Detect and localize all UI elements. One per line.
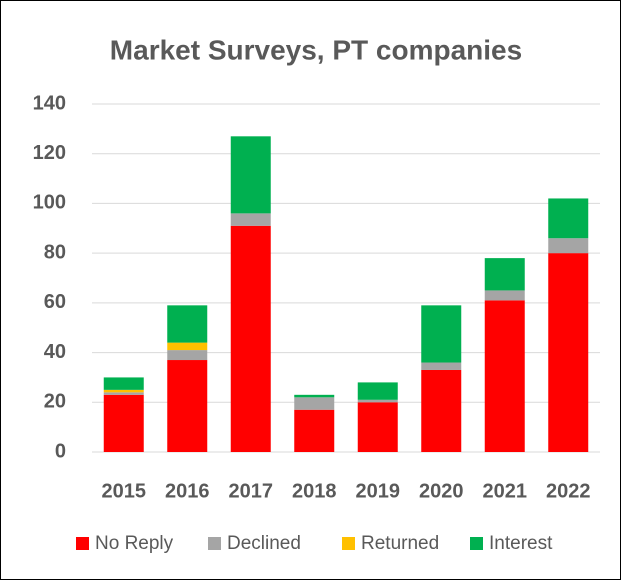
bar-segment bbox=[230, 136, 271, 214]
x-tick-label: 2017 bbox=[229, 480, 274, 502]
x-tick-label: 2018 bbox=[292, 480, 337, 502]
bar-segment bbox=[103, 377, 144, 390]
y-tick-label: 100 bbox=[33, 192, 66, 214]
y-tick-label: 0 bbox=[55, 440, 66, 462]
y-tick-label: 80 bbox=[44, 241, 66, 263]
y-tick-label: 60 bbox=[44, 291, 66, 313]
bar-segment bbox=[421, 305, 462, 363]
x-tick-label: 2019 bbox=[356, 480, 401, 502]
bar-segment bbox=[167, 350, 208, 361]
x-tick-label: 2015 bbox=[102, 480, 147, 502]
x-tick-label: 2021 bbox=[483, 480, 528, 502]
bar-segment bbox=[167, 360, 208, 452]
bar-segment bbox=[357, 402, 398, 452]
y-tick-label: 140 bbox=[33, 92, 66, 114]
bar-segment bbox=[294, 394, 335, 398]
bar-segment bbox=[421, 369, 462, 452]
x-tick-label: 2016 bbox=[165, 480, 210, 502]
legend-swatch bbox=[470, 537, 483, 550]
bar-segment bbox=[548, 198, 589, 239]
legend-label: No Reply bbox=[95, 533, 174, 554]
bar-segment bbox=[484, 258, 525, 291]
bar-segment bbox=[167, 305, 208, 343]
bar-segment bbox=[484, 290, 525, 301]
bar-segment bbox=[357, 382, 398, 400]
legend-label: Declined bbox=[227, 533, 301, 554]
legend-label: Returned bbox=[361, 533, 439, 554]
x-tick-label: 2022 bbox=[546, 480, 591, 502]
bar-segment bbox=[548, 238, 589, 254]
legend-swatch bbox=[208, 537, 221, 550]
legend-swatch bbox=[76, 537, 89, 550]
bar-segment bbox=[103, 389, 144, 393]
bar-segment bbox=[421, 362, 462, 370]
bar-segment bbox=[167, 342, 208, 351]
bar-segment bbox=[294, 409, 335, 452]
chart-title: Market Surveys, PT companies bbox=[110, 34, 522, 65]
legend-swatch bbox=[342, 537, 355, 550]
y-tick-label: 40 bbox=[44, 341, 66, 363]
bar-segment bbox=[294, 397, 335, 410]
y-tick-label: 20 bbox=[44, 391, 66, 413]
bar-segment bbox=[484, 300, 525, 452]
x-tick-label: 2020 bbox=[419, 480, 464, 502]
bar-segment bbox=[103, 394, 144, 452]
bar-segment bbox=[548, 253, 589, 452]
y-tick-label: 120 bbox=[33, 142, 66, 164]
bar-segment bbox=[230, 213, 271, 226]
bar-segment bbox=[230, 225, 271, 452]
bar-segment bbox=[103, 392, 144, 395]
legend-label: Interest bbox=[489, 533, 553, 554]
bar-segment bbox=[357, 399, 398, 403]
